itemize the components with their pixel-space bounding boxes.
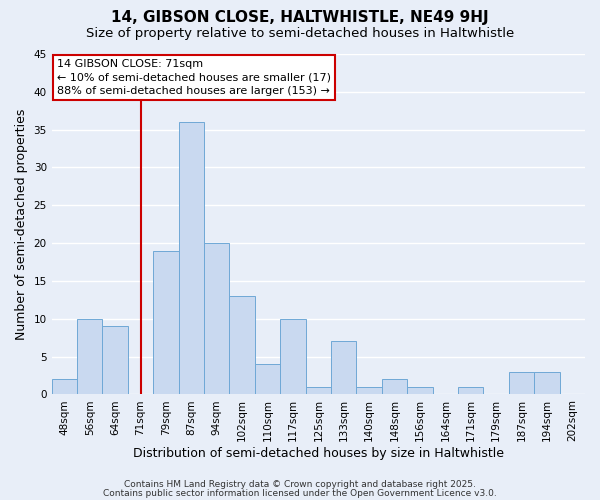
Bar bbox=[305, 387, 331, 394]
Bar bbox=[382, 380, 407, 394]
Bar bbox=[458, 387, 484, 394]
Bar bbox=[179, 122, 204, 394]
Bar bbox=[229, 296, 255, 394]
Text: Contains HM Land Registry data © Crown copyright and database right 2025.: Contains HM Land Registry data © Crown c… bbox=[124, 480, 476, 489]
Bar bbox=[509, 372, 534, 394]
Bar bbox=[77, 319, 103, 394]
X-axis label: Distribution of semi-detached houses by size in Haltwhistle: Distribution of semi-detached houses by … bbox=[133, 447, 504, 460]
Bar bbox=[280, 319, 305, 394]
Bar bbox=[103, 326, 128, 394]
Text: Contains public sector information licensed under the Open Government Licence v3: Contains public sector information licen… bbox=[103, 488, 497, 498]
Bar bbox=[52, 380, 77, 394]
Y-axis label: Number of semi-detached properties: Number of semi-detached properties bbox=[15, 108, 28, 340]
Bar bbox=[331, 342, 356, 394]
Bar bbox=[204, 243, 229, 394]
Text: 14 GIBSON CLOSE: 71sqm
← 10% of semi-detached houses are smaller (17)
88% of sem: 14 GIBSON CLOSE: 71sqm ← 10% of semi-det… bbox=[57, 59, 331, 96]
Bar bbox=[153, 250, 179, 394]
Bar bbox=[534, 372, 560, 394]
Bar bbox=[255, 364, 280, 394]
Bar bbox=[356, 387, 382, 394]
Bar bbox=[407, 387, 433, 394]
Text: 14, GIBSON CLOSE, HALTWHISTLE, NE49 9HJ: 14, GIBSON CLOSE, HALTWHISTLE, NE49 9HJ bbox=[111, 10, 489, 25]
Text: Size of property relative to semi-detached houses in Haltwhistle: Size of property relative to semi-detach… bbox=[86, 28, 514, 40]
